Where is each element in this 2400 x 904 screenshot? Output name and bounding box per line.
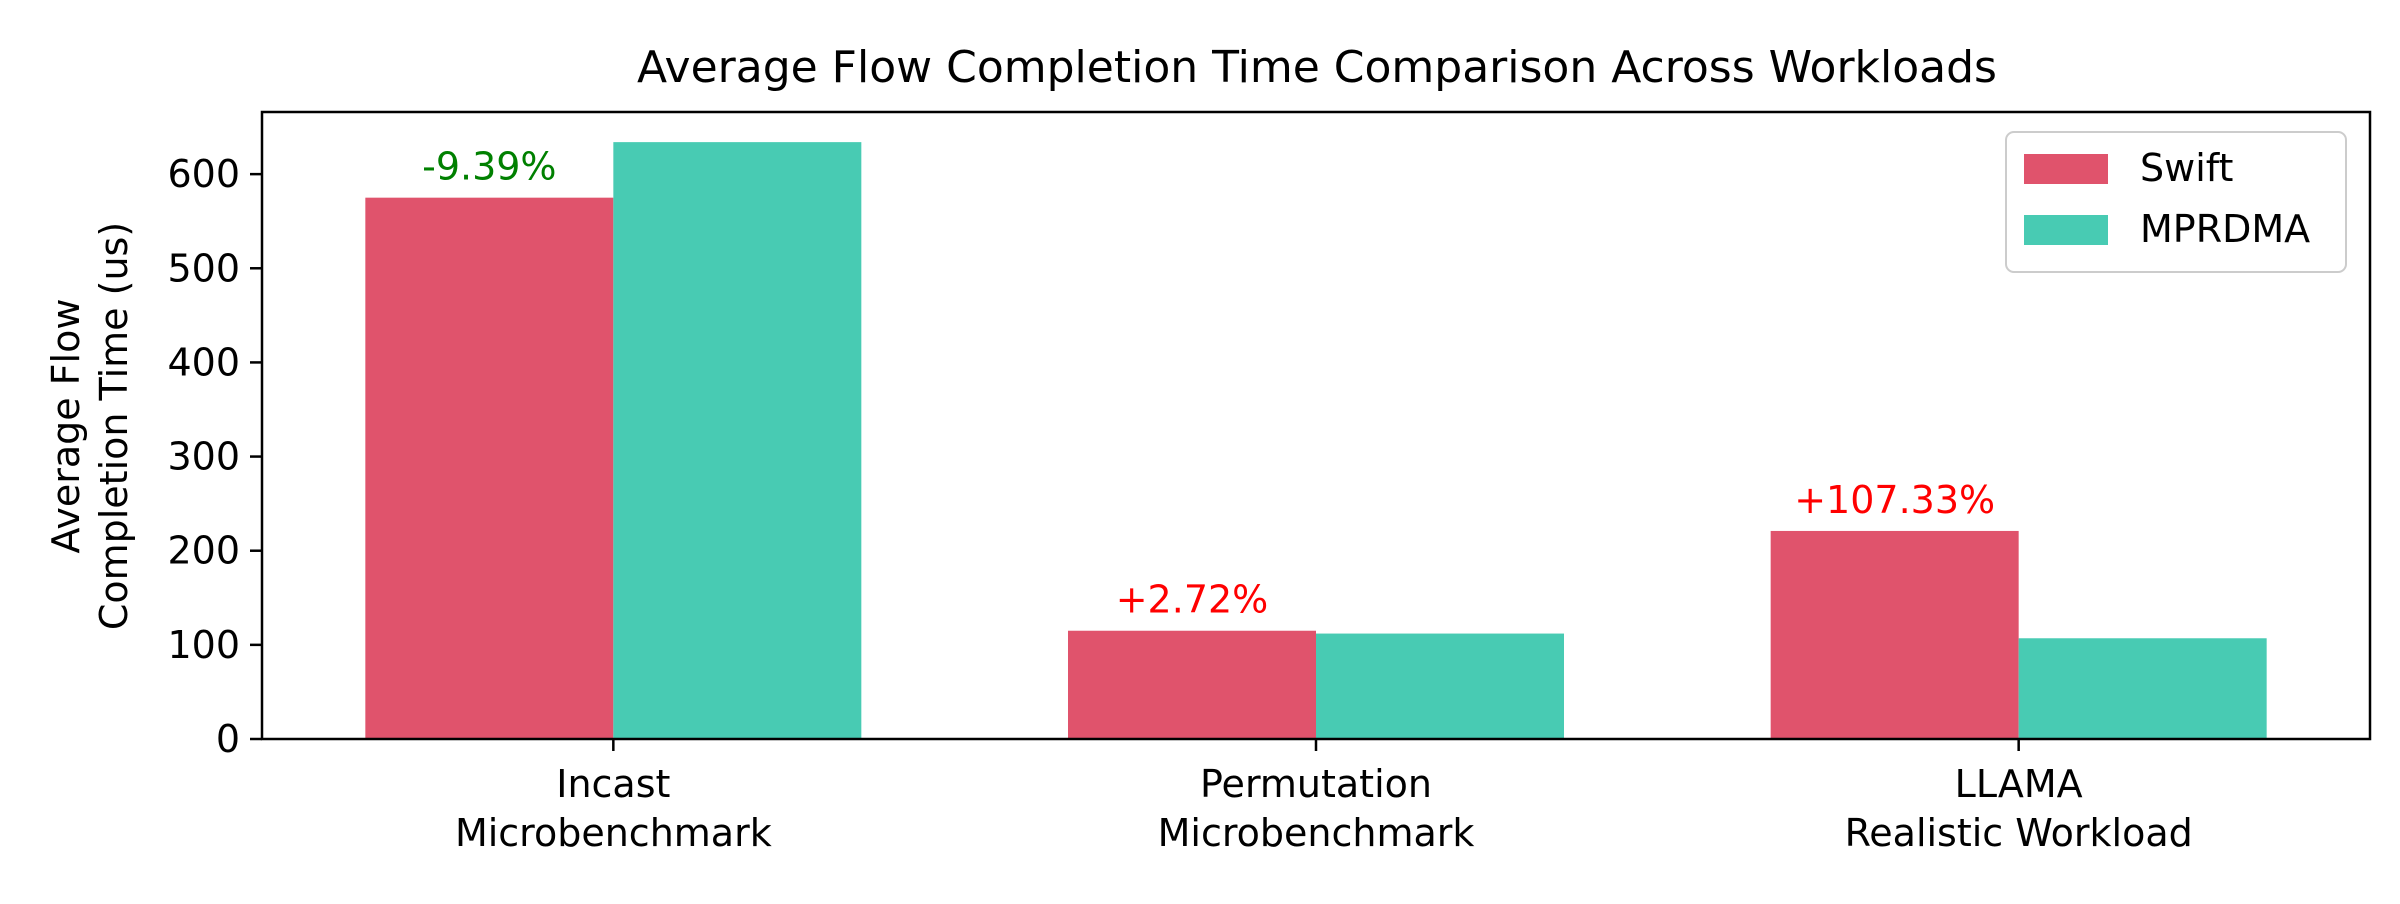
x-tick-label-2-line-2: Realistic Workload — [1845, 811, 2193, 855]
y-axis-label-line-1: Average Flow — [44, 299, 88, 554]
annotation-label-0: -9.39% — [422, 145, 556, 189]
y-axis-label-line-2: Completion Time (us) — [92, 222, 136, 630]
x-tick-label-0-line-1: Incast — [556, 762, 670, 806]
x-tick-label-0-line-2: Microbenchmark — [455, 811, 772, 855]
y-axis-label: Average Flow Completion Time (us) — [44, 222, 136, 630]
bar-swift-1 — [1068, 630, 1316, 739]
y-tick-label-2: 200 — [167, 529, 240, 573]
y-tick-label-6: 600 — [167, 152, 240, 196]
bar-swift-0 — [365, 197, 614, 740]
legend-label-swift: Swift — [2140, 146, 2233, 190]
bar-swift-2 — [1770, 530, 2019, 739]
x-tick-label-1-line-2: Microbenchmark — [1158, 811, 1475, 855]
annotation-label-1: +2.72% — [1116, 578, 1269, 622]
y-axis: 0 100 200 300 400 500 600 — [167, 152, 262, 761]
y-tick-label-0: 0 — [216, 717, 240, 761]
annotations-layer: -9.39% +2.72% +107.33% — [422, 145, 1995, 622]
bar-mprdma-0 — [613, 142, 862, 740]
y-tick-label-3: 300 — [167, 435, 240, 479]
x-tick-label-1-line-1: Permutation — [1200, 762, 1432, 806]
x-tick-label-2-line-1: LLAMA — [1955, 762, 2083, 806]
y-tick-label-5: 500 — [167, 246, 240, 290]
plot-frame — [260, 110, 2372, 741]
legend-swatch-swift — [2024, 154, 2108, 184]
annotation-label-2: +107.33% — [1794, 478, 1995, 522]
legend: Swift MPRDMA — [2005, 131, 2347, 273]
y-tick-label-4: 400 — [167, 340, 240, 384]
chart-title: Average Flow Completion Time Comparison … — [637, 42, 1997, 93]
y-tick-label-1: 100 — [167, 623, 240, 667]
bars-layer — [365, 142, 2267, 740]
bar-mprdma-2 — [2018, 638, 2267, 739]
legend-label-mprdma: MPRDMA — [2140, 207, 2310, 251]
x-axis: Incast Microbenchmark Permutation Microbenc… — [455, 739, 2193, 855]
bar-mprdma-1 — [1316, 633, 1564, 739]
legend-swatch-mprdma — [2024, 215, 2108, 245]
